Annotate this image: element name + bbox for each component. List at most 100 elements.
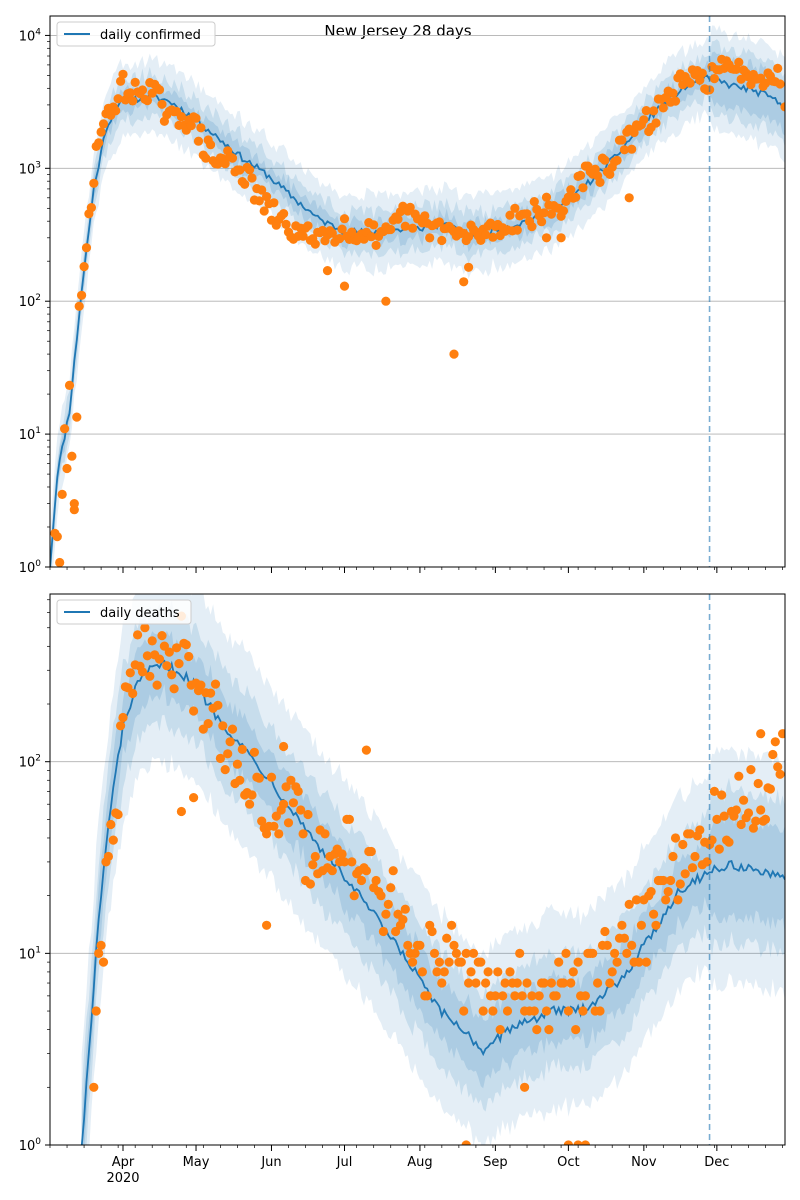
legend: daily confirmed: [56, 21, 216, 47]
observed-point: [527, 222, 537, 232]
observed-point: [186, 121, 196, 131]
observed-point: [610, 948, 620, 959]
observed-point: [751, 816, 761, 826]
observed-point: [60, 424, 70, 434]
observed-point: [544, 1025, 554, 1035]
x-tick-label: May: [183, 1155, 210, 1170]
observed-point: [724, 837, 734, 847]
observed-point: [417, 967, 427, 977]
observed-point: [709, 74, 720, 84]
observed-point: [731, 64, 741, 74]
legend-entry: daily confirmed: [100, 28, 201, 43]
observed-point: [298, 829, 308, 839]
observed-point: [673, 895, 683, 905]
observed-point: [247, 790, 257, 800]
observed-point: [89, 1082, 99, 1092]
observed-point: [371, 875, 381, 886]
observed-point: [429, 948, 440, 959]
y-tick-label: 101: [19, 426, 41, 443]
observed-point: [658, 103, 668, 113]
plot-frame: [49, 593, 786, 1146]
observed-point: [67, 451, 77, 461]
observed-point: [663, 887, 673, 897]
observed-point: [736, 819, 746, 830]
observed-point: [128, 96, 138, 106]
observed-point: [279, 799, 289, 809]
observed-point: [322, 266, 333, 276]
observed-point: [386, 883, 396, 893]
observed-point: [347, 857, 357, 867]
observed-point: [483, 967, 493, 977]
observed-point: [773, 762, 783, 772]
observed-point: [442, 933, 452, 943]
observed-point: [79, 262, 89, 272]
observed-point: [293, 786, 303, 797]
observed-point: [641, 106, 651, 116]
observed-point: [116, 721, 126, 731]
observed-point: [303, 221, 313, 231]
observed-point: [254, 773, 264, 783]
observed-point: [605, 978, 615, 988]
observed-point: [756, 729, 766, 739]
observed-point: [456, 957, 466, 967]
observed-point: [612, 155, 622, 165]
observed-point: [206, 688, 216, 698]
observed-point: [227, 153, 238, 163]
observed-point: [201, 153, 211, 163]
observed-point: [515, 948, 525, 959]
plot-area: [50, 25, 785, 567]
observed-point: [775, 769, 785, 779]
observed-point: [734, 57, 744, 67]
observed-point: [64, 380, 75, 390]
observed-point: [775, 79, 785, 89]
observed-point: [257, 185, 267, 195]
observed-point: [556, 233, 566, 243]
y-tick-label: 104: [19, 27, 42, 44]
observed-point: [527, 991, 537, 1001]
observed-point: [770, 737, 780, 747]
observed-point: [172, 643, 182, 653]
observed-point: [369, 220, 379, 230]
observed-point: [690, 851, 700, 862]
observed-point: [661, 895, 671, 905]
y-tick-label: 102: [19, 293, 41, 310]
observed-point: [617, 135, 627, 145]
observed-point: [578, 1006, 588, 1016]
observed-point: [254, 196, 264, 206]
observed-point: [434, 957, 444, 967]
observed-point: [89, 178, 99, 188]
observed-point: [541, 1006, 552, 1016]
observed-point: [432, 967, 442, 977]
observed-point: [381, 296, 391, 306]
observed-point: [464, 262, 474, 272]
observed-point: [145, 671, 155, 681]
observed-point: [154, 85, 165, 95]
observed-point: [464, 232, 474, 242]
observed-point: [181, 640, 191, 650]
observed-point: [459, 1006, 469, 1016]
observed-point: [269, 198, 279, 208]
observed-point: [571, 1025, 581, 1035]
observed-point: [778, 729, 785, 739]
observed-point: [232, 759, 242, 769]
observed-point: [748, 823, 759, 833]
observed-point: [680, 869, 690, 879]
observed-point: [675, 879, 685, 889]
observed-point: [225, 737, 235, 747]
observed-point: [410, 948, 420, 959]
observed-point: [576, 170, 586, 180]
observed-point: [593, 978, 603, 988]
observed-point: [339, 214, 350, 224]
observed-point: [634, 957, 644, 967]
observed-point: [337, 849, 347, 859]
observed-point: [176, 112, 186, 122]
legend-box: [56, 599, 192, 625]
observed-point: [558, 978, 569, 988]
observed-point: [488, 232, 498, 242]
observed-point: [405, 202, 415, 212]
observed-point: [347, 227, 357, 237]
observed-point: [756, 805, 766, 815]
observed-point: [184, 651, 194, 662]
observed-point: [257, 816, 267, 826]
observed-point: [403, 940, 413, 951]
